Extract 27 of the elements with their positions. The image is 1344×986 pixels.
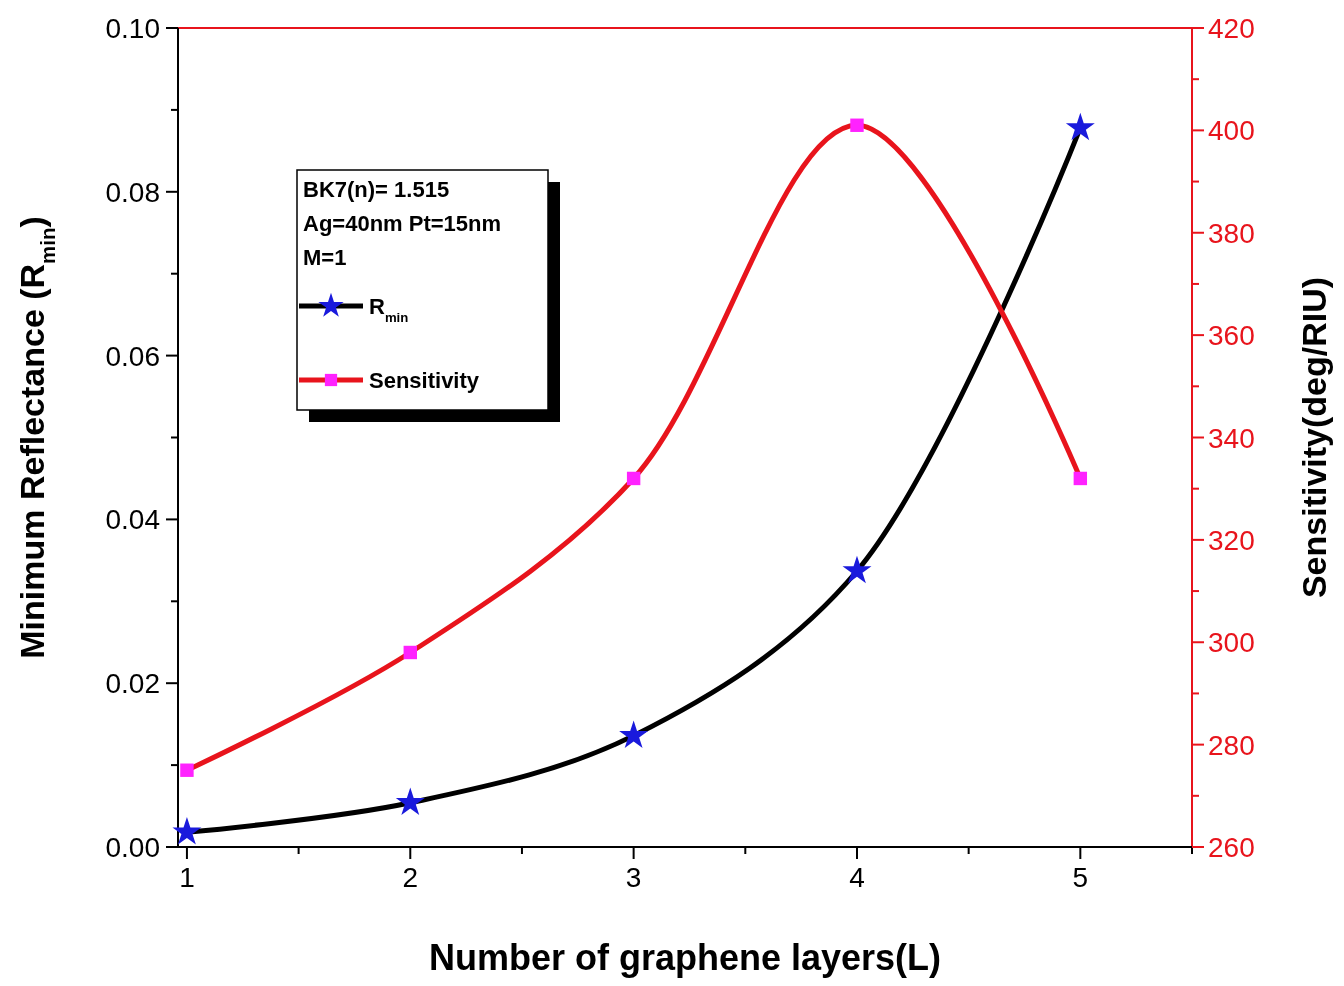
y2-tick-label: 260 — [1208, 832, 1255, 863]
y2-tick-label: 400 — [1208, 115, 1255, 147]
y2-tick-label: 420 — [1208, 13, 1255, 44]
x-tick-label: 1 — [179, 862, 195, 893]
y2-tick-label: 360 — [1208, 320, 1255, 352]
annotation: Ag=40nm Pt=15nm — [303, 211, 502, 236]
y-tick-label: 0.06 — [105, 340, 160, 372]
x-tick-label: 4 — [849, 862, 865, 893]
y2-tick-label: 380 — [1208, 217, 1255, 249]
legend-label: Sensitivity — [369, 368, 480, 393]
y2-tick-label: 300 — [1208, 627, 1255, 659]
y-tick-label: 0.02 — [105, 668, 160, 700]
x-axis-title: Number of graphene layers(L) — [428, 937, 942, 978]
y-tick-label: 0.00 — [105, 832, 160, 863]
y2-tick-label: 340 — [1208, 422, 1255, 454]
annotation: BK7(n)= 1.515 — [303, 177, 450, 202]
y2-axis-title: Sensitivity(deg/RIU) — [1295, 276, 1333, 599]
annotation: M=1 — [303, 245, 347, 270]
y2-tick-label: 280 — [1208, 729, 1255, 761]
y-tick-label: 0.04 — [105, 504, 160, 536]
y-tick-label: 0.10 — [105, 13, 160, 44]
y2-tick-label: 320 — [1208, 524, 1255, 556]
legend-label: R$_{min}$ — [369, 294, 409, 325]
x-tick-label: 5 — [1072, 862, 1089, 893]
x-tick-label: 2 — [402, 862, 419, 893]
x-tick-label: 3 — [625, 862, 642, 893]
y-tick-label: 0.08 — [105, 176, 160, 208]
